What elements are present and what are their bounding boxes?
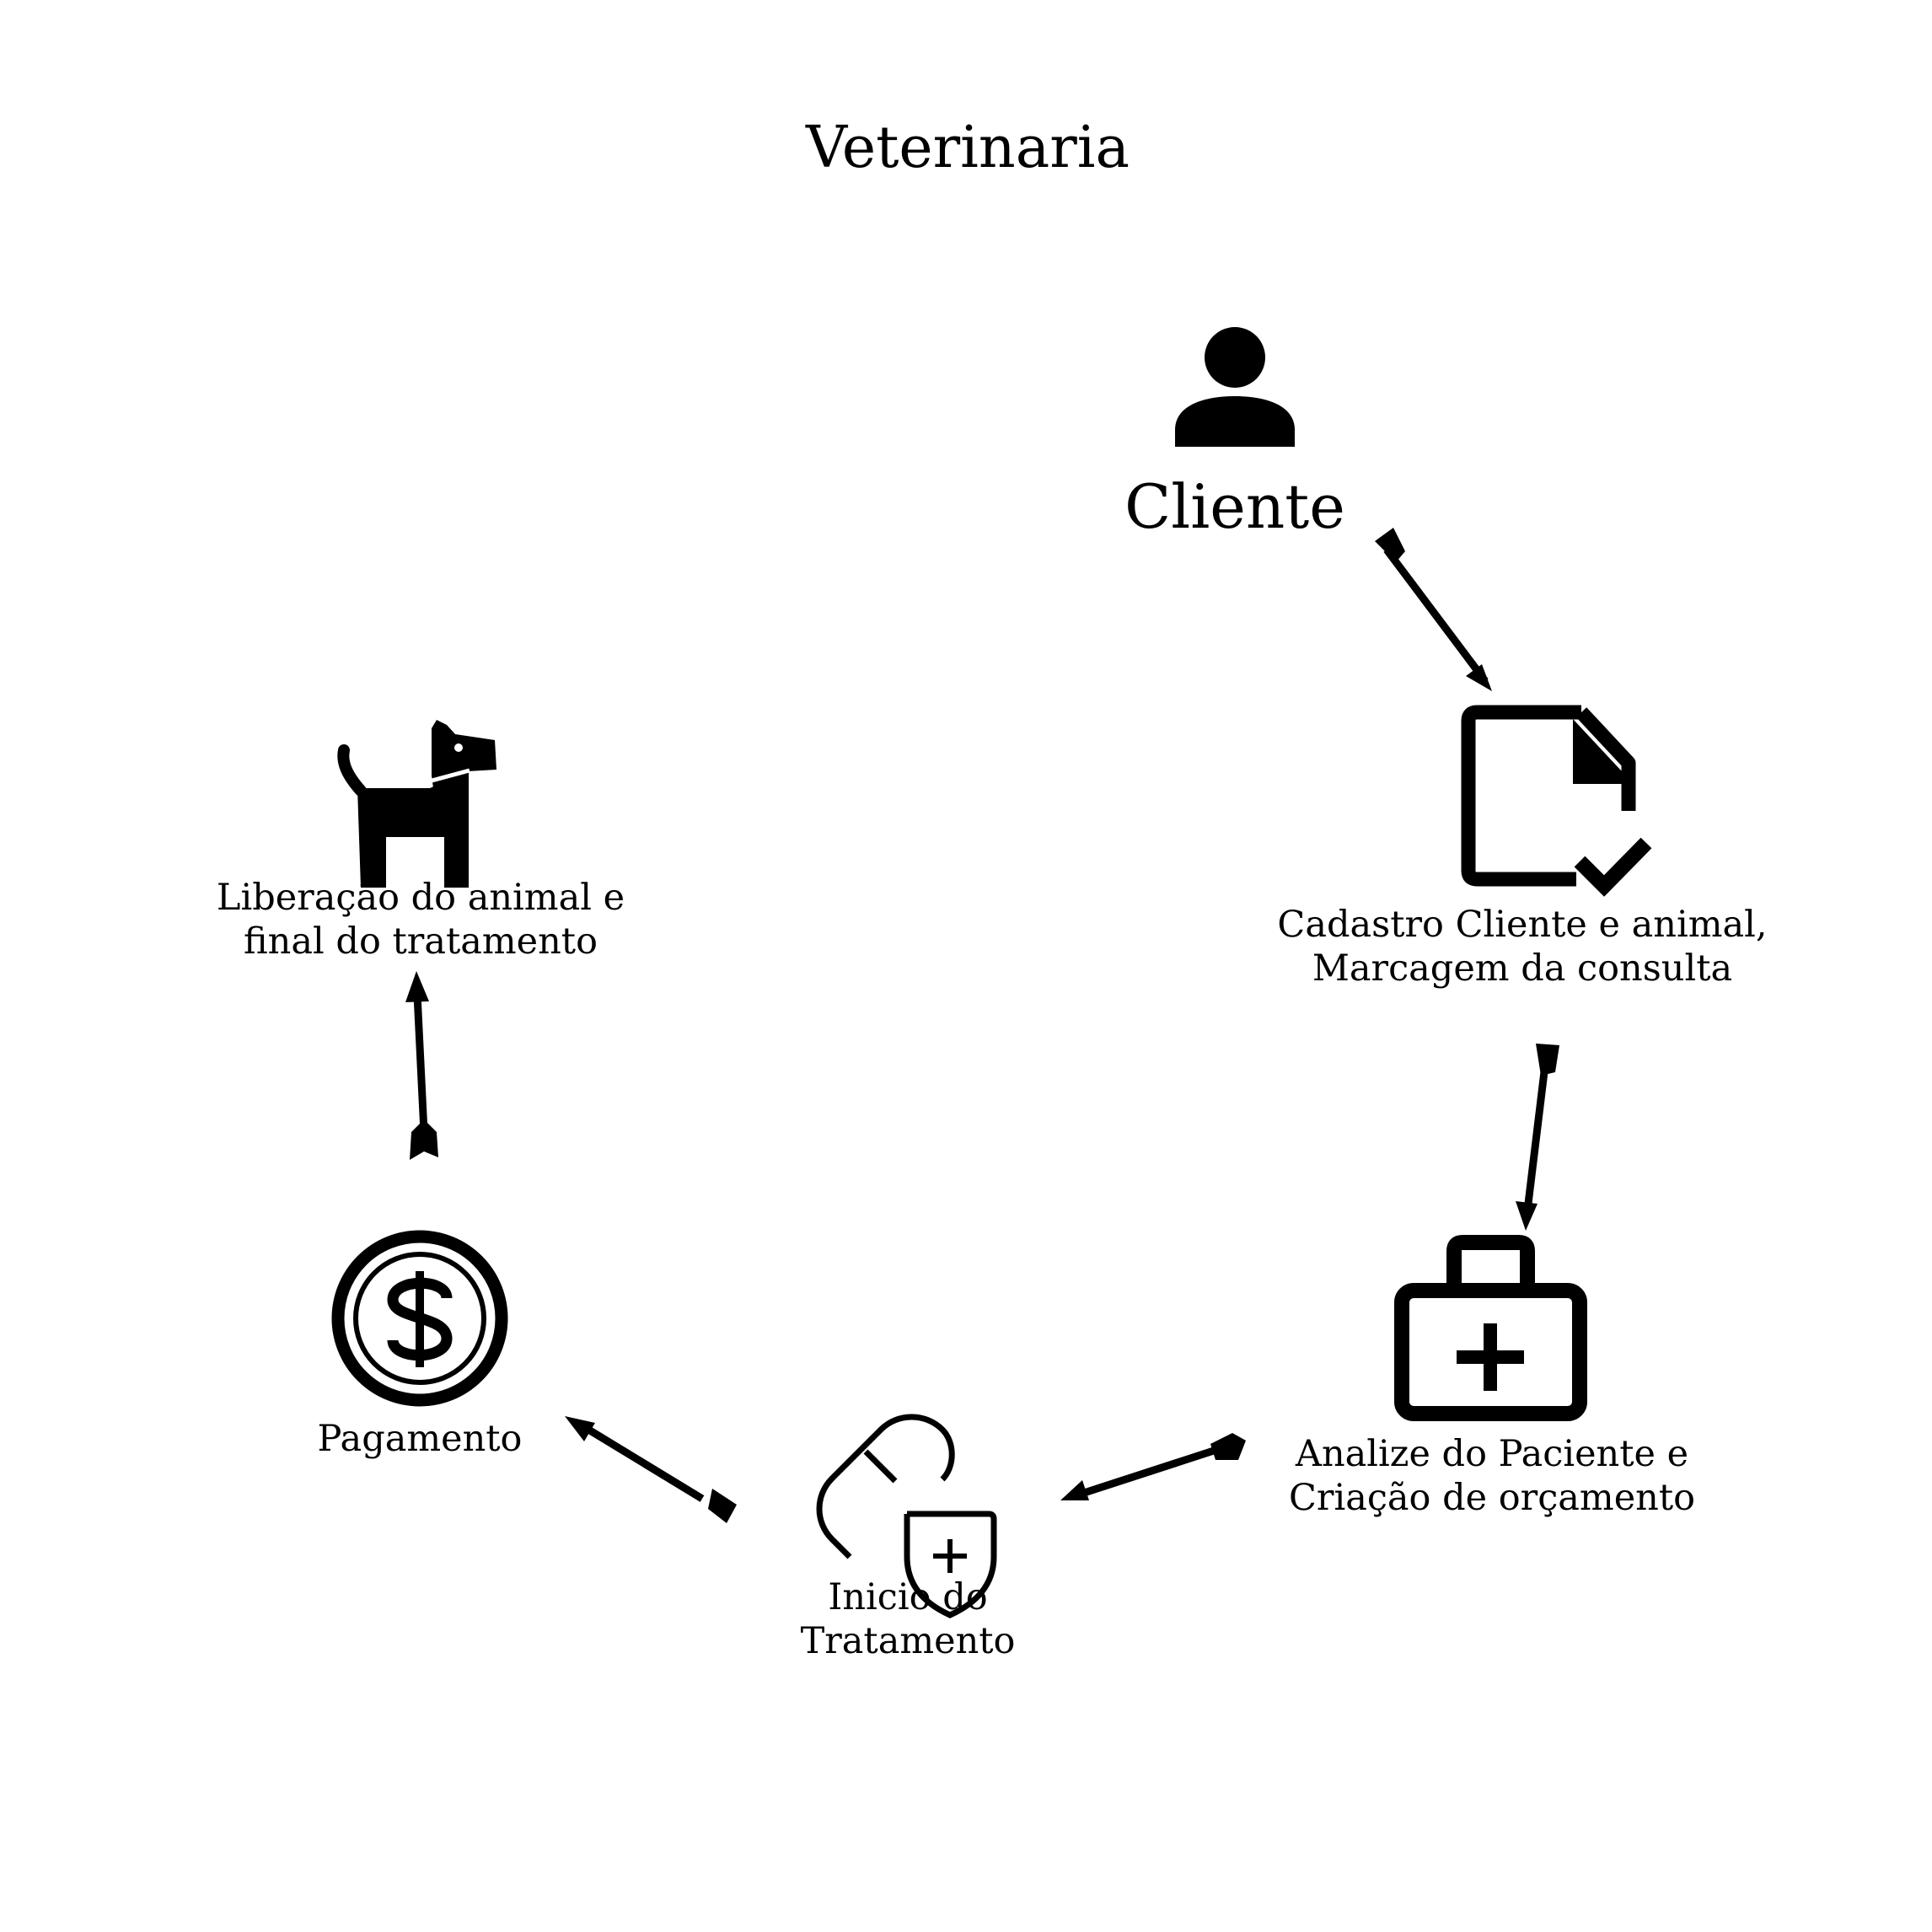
person-icon: [1175, 327, 1295, 447]
step-label-cliente: Cliente: [1124, 470, 1345, 543]
pill-shield-icon: [816, 1414, 997, 1618]
step-label-tratamento: Inicio do Tratamento: [801, 1576, 1016, 1663]
step-label-line: Inicio do: [828, 1576, 988, 1618]
step-label-pagamento: Pagamento: [318, 1418, 523, 1462]
step-label-line: Cadastro Cliente e animal,: [1277, 904, 1768, 946]
arrow-cliente-to-cadastro: [1375, 528, 1492, 691]
diagram-title: Veterinaria: [805, 115, 1130, 181]
step-label-line: Analize do Paciente e: [1295, 1433, 1689, 1475]
arrow-pagamento-to-liberacao: [405, 971, 438, 1160]
step-label-liberacao: Liberação do animal e final do tratament…: [217, 877, 625, 963]
step-label-cadastro: Cadastro Cliente e animal, Marcagem da c…: [1277, 904, 1767, 990]
step-label-line: Cliente: [1124, 471, 1345, 542]
medical-kit-icon: [1394, 1235, 1587, 1421]
step-label-line: Marcagem da consulta: [1312, 947, 1733, 990]
arrow-cadastro-to-analise: [1516, 1044, 1559, 1231]
dog-icon: [337, 720, 496, 888]
step-label-line: Tratamento: [800, 1619, 1016, 1662]
arrow-tratamento-to-pagamento: [565, 1416, 737, 1523]
step-label-line: Criação de orçamento: [1288, 1476, 1696, 1519]
step-label-line: Liberação do animal e: [216, 877, 625, 919]
step-label-line: Pagamento: [317, 1418, 523, 1460]
dollar-coin-icon: [331, 1230, 508, 1407]
step-label-analise: Analize do Paciente e Criação de orçamen…: [1289, 1433, 1695, 1520]
document-check-icon: [1461, 705, 1652, 897]
arrow-analise-to-tratamento: [1060, 1433, 1246, 1500]
step-label-line: final do tratamento: [243, 920, 598, 963]
